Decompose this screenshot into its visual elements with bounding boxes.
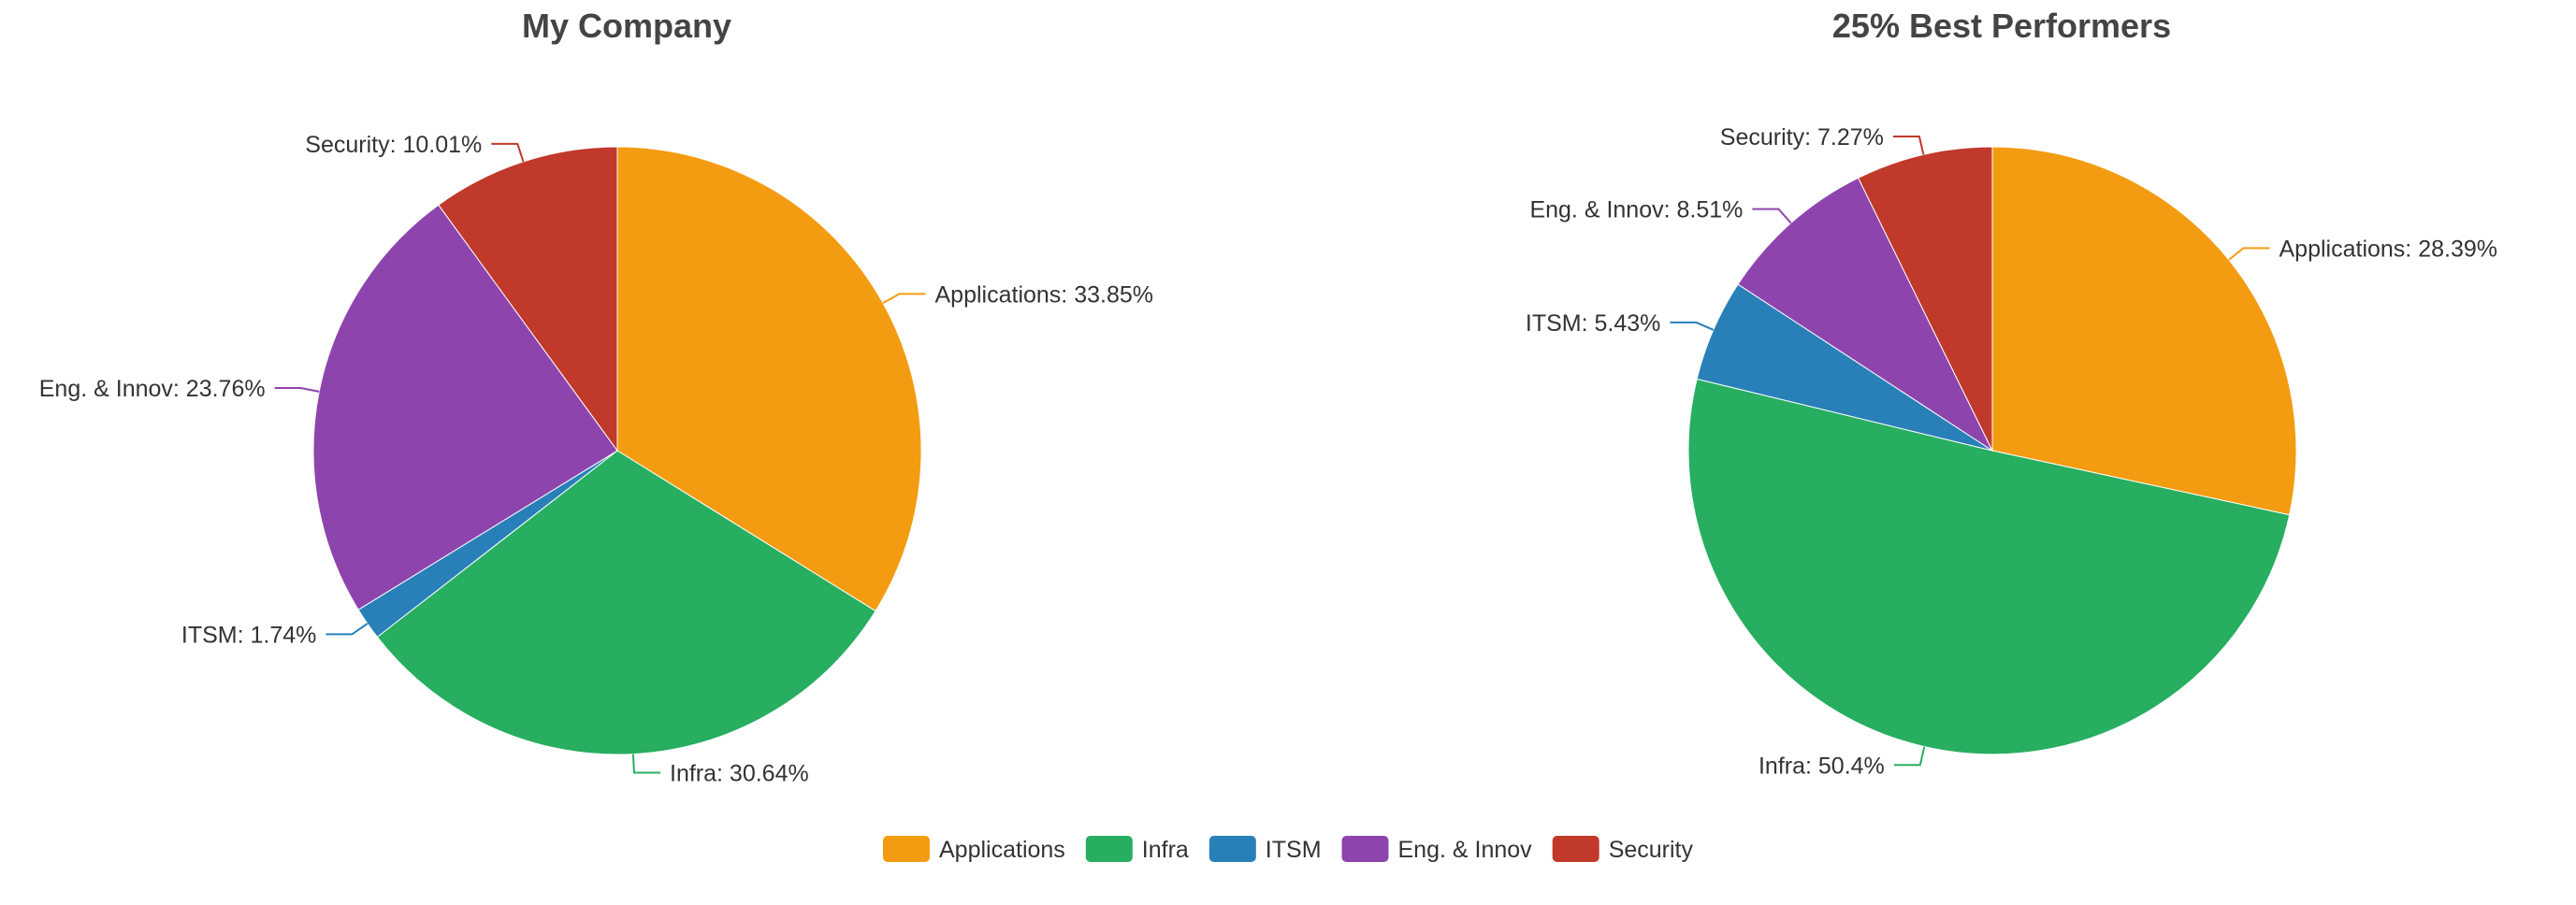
legend: Applications Infra ITSM Eng. & Innov Securit…	[883, 836, 1694, 863]
data-label-my-company-itsm: ITSM: 1.74%	[181, 622, 317, 648]
data-label-my-company-infra: Infra: 30.64%	[670, 761, 809, 787]
slice-best-performers-applications[interactable]	[1991, 146, 2297, 516]
leader-line-my-company-applications	[882, 293, 926, 304]
data-label-best-performers-infra: Infra: 50.4%	[1758, 753, 1885, 779]
slice-best-performers-security[interactable]	[1857, 146, 1993, 452]
data-label-best-performers-applications: Applications: 28.39%	[2279, 236, 2497, 262]
leader-line-best-performers-itsm	[1670, 321, 1715, 331]
slice-best-performers-infra[interactable]	[1687, 378, 2291, 755]
legend-label-applications: Applications	[939, 837, 1065, 863]
legend-label-security: Security	[1609, 837, 1694, 863]
legend-swatch-infra	[1085, 836, 1133, 862]
slice-my-company-applications[interactable]	[616, 146, 922, 612]
data-label-best-performers-itsm: ITSM: 5.43%	[1526, 310, 1661, 337]
data-label-my-company-security: Security: 10.01%	[305, 132, 482, 158]
legend-item-infra[interactable]: Infra	[1085, 836, 1189, 863]
legend-swatch-applications	[883, 836, 930, 862]
slice-my-company-security[interactable]	[438, 146, 618, 452]
pie-my-company: Applications: 33.85% Infra: 30.64% ITSM: 1…	[39, 132, 1153, 787]
legend-swatch-security	[1552, 836, 1599, 862]
legend-label-eng-and-innov: Eng. & Innov	[1398, 837, 1533, 863]
legend-swatch-eng-and-innov	[1341, 836, 1389, 862]
legend-label-infra: Infra	[1142, 837, 1189, 863]
slice-my-company-infra[interactable]	[376, 450, 876, 755]
slice-my-company-eng-and-innov[interactable]	[312, 204, 618, 611]
leader-line-my-company-security	[491, 142, 525, 163]
data-label-best-performers-eng-and-innov: Eng. & Innov: 8.51%	[1529, 197, 1743, 223]
chart-title-best-performers: 25% Best Performers	[1832, 7, 2171, 45]
pie-best-performers: Applications: 28.39% Infra: 50.4% ITSM: 5.…	[1526, 124, 2497, 779]
leader-line-my-company-infra	[631, 754, 660, 774]
legend-item-itsm[interactable]: ITSM	[1208, 836, 1322, 863]
chart-title-my-company: My Company	[522, 7, 731, 45]
leader-line-best-performers-infra	[1893, 746, 1926, 767]
data-label-my-company-eng-and-innov: Eng. & Innov: 23.76%	[39, 376, 266, 402]
legend-item-security[interactable]: Security	[1552, 836, 1694, 863]
leader-line-best-performers-security	[1892, 136, 1925, 155]
legend-item-applications[interactable]: Applications	[883, 836, 1065, 863]
leader-line-best-performers-eng-and-innov	[1752, 208, 1792, 224]
leader-line-best-performers-applications	[2228, 247, 2270, 261]
leader-line-my-company-itsm	[326, 623, 369, 636]
legend-item-eng-and-innov[interactable]: Eng. & Innov	[1341, 836, 1533, 863]
leader-line-my-company-eng-and-innov	[274, 387, 320, 393]
data-label-best-performers-security: Security: 7.27%	[1720, 124, 1884, 151]
data-label-my-company-applications: Applications: 33.85%	[935, 281, 1153, 308]
legend-label-itsm: ITSM	[1266, 837, 1322, 863]
legend-swatch-itsm	[1208, 836, 1256, 862]
